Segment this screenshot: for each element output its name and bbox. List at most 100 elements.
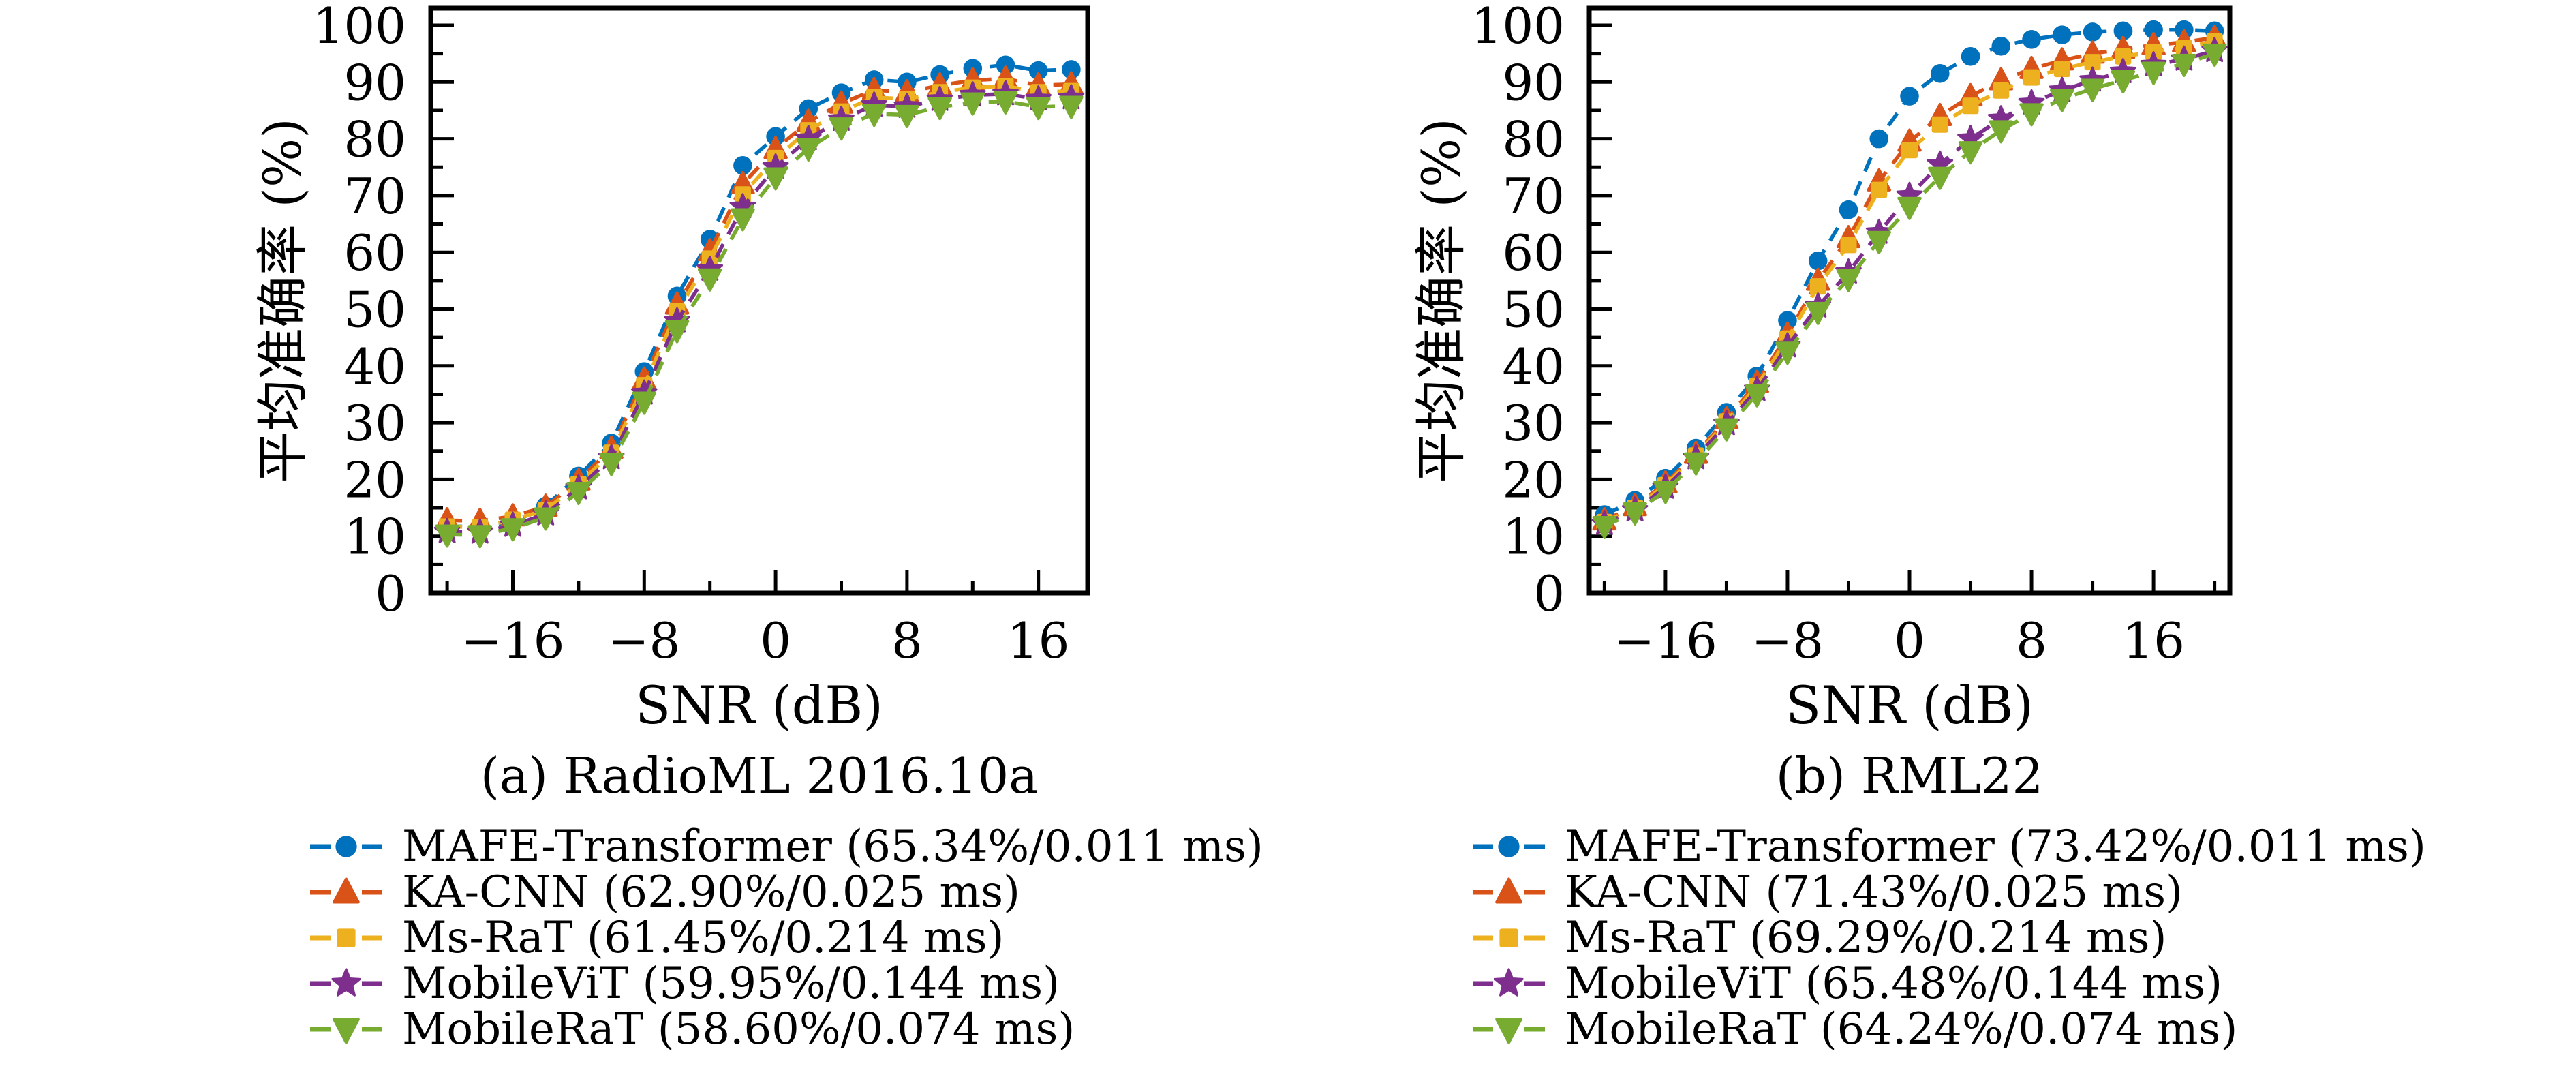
triangle-down-marker-icon bbox=[1775, 341, 1800, 365]
circle-marker-icon bbox=[2113, 21, 2133, 41]
circle-marker-icon bbox=[733, 155, 752, 175]
x-tick-label: 0 bbox=[760, 612, 791, 669]
legend-label: MAFE-Transformer (73.42%/0.011 ms) bbox=[1565, 821, 2426, 872]
x-axis-label-a: SNR (dB) bbox=[635, 675, 883, 735]
legend-label: KA-CNN (62.90%/0.025 ms) bbox=[402, 866, 1020, 917]
triangle-down-marker-icon bbox=[927, 97, 952, 121]
y-tick-label: 90 bbox=[343, 54, 406, 111]
square-marker-icon bbox=[1840, 237, 1857, 254]
circle-marker-icon bbox=[1839, 200, 1858, 219]
square-marker-icon bbox=[1809, 278, 1826, 295]
star-icon bbox=[310, 967, 382, 997]
legend-label: MobileRaT (64.24%/0.074 ms) bbox=[1565, 1003, 2238, 1054]
legend-item-MobileViT: MobileViT (59.95%/0.144 ms) bbox=[308, 958, 1263, 1009]
legend-label: MobileViT (59.95%/0.144 ms) bbox=[402, 958, 1060, 1009]
triangle-down-marker-icon bbox=[1897, 196, 1922, 220]
square-icon bbox=[1473, 928, 1545, 947]
y-tick-label: 70 bbox=[1502, 168, 1565, 225]
star-marker-icon bbox=[1494, 967, 1524, 997]
legend-item-KA-CNN: KA-CNN (71.43%/0.025 ms) bbox=[1471, 866, 2426, 917]
triangle-down-marker-icon bbox=[1745, 384, 1769, 408]
legend-item-MAFE-Transformer: MAFE-Transformer (73.42%/0.011 ms) bbox=[1471, 821, 2426, 872]
circle-marker-icon bbox=[335, 835, 357, 857]
x-tick-label: 16 bbox=[1007, 612, 1070, 669]
triangle-down-marker-icon bbox=[2080, 78, 2105, 102]
triangle-down-marker-icon bbox=[697, 268, 722, 292]
triangle-down-marker-icon bbox=[500, 518, 525, 542]
triangle-down-marker-icon bbox=[1867, 230, 1891, 254]
triangle-up-icon bbox=[1473, 877, 1545, 903]
square-marker-icon bbox=[2053, 61, 2070, 78]
circle-marker-icon bbox=[2022, 30, 2041, 49]
triangle-down-marker-icon bbox=[1623, 502, 1647, 526]
star-icon bbox=[1473, 967, 1545, 997]
x-tick-label: −16 bbox=[1614, 612, 1717, 669]
y-tick-label: 0 bbox=[1533, 565, 1565, 622]
triangle-down-marker-icon bbox=[533, 507, 558, 531]
square-marker-icon bbox=[2115, 48, 2132, 65]
legend-item-Ms-RaT: Ms-RaT (61.45%/0.214 ms) bbox=[308, 912, 1263, 963]
triangle-down-marker-icon bbox=[2141, 61, 2166, 85]
y-tick-label: 80 bbox=[343, 111, 406, 168]
circle-marker-icon bbox=[1869, 129, 1889, 149]
triangle-down-icon bbox=[310, 1018, 382, 1044]
triangle-down-marker-icon bbox=[1714, 418, 1739, 442]
x-tick-label: 8 bbox=[891, 612, 923, 669]
legend-label: MobileViT (65.48%/0.144 ms) bbox=[1565, 958, 2223, 1009]
y-tick-label: 40 bbox=[343, 338, 406, 395]
triangle-up-marker-icon bbox=[1495, 877, 1522, 903]
square-marker-icon bbox=[1499, 928, 1518, 947]
x-tick-label: −8 bbox=[1751, 612, 1824, 669]
legend-label: Ms-RaT (69.29%/0.214 ms) bbox=[1565, 912, 2167, 963]
circle-marker-icon bbox=[1028, 61, 1048, 80]
triangle-down-marker-icon bbox=[664, 320, 690, 344]
legend-item-MobileViT: MobileViT (65.48%/0.144 ms) bbox=[1471, 958, 2426, 1009]
x-tick-label: −16 bbox=[461, 612, 565, 669]
triangle-down-marker-icon bbox=[1989, 120, 2014, 144]
triangle-down-marker-icon bbox=[796, 138, 821, 162]
y-axis-label-a: 平均准确率 (%) bbox=[252, 118, 313, 483]
square-marker-icon bbox=[2084, 54, 2101, 71]
y-tick-label: 70 bbox=[343, 168, 406, 225]
y-tick-label: 0 bbox=[375, 565, 406, 622]
triangle-down-marker-icon bbox=[2172, 53, 2196, 77]
triangle-down-marker-icon bbox=[1805, 301, 1830, 325]
legend-item-KA-CNN: KA-CNN (62.90%/0.025 ms) bbox=[308, 866, 1263, 917]
triangle-down-marker-icon bbox=[467, 525, 493, 549]
triangle-down-marker-icon bbox=[1928, 166, 1952, 190]
triangle-down-marker-icon bbox=[1059, 95, 1084, 119]
x-tick-label: 8 bbox=[2016, 612, 2047, 669]
triangle-down-marker-icon bbox=[2019, 103, 2044, 127]
square-marker-icon bbox=[337, 928, 356, 947]
legend-label: MobileRaT (58.60%/0.074 ms) bbox=[402, 1003, 1075, 1054]
y-tick-label: 100 bbox=[313, 0, 406, 55]
legend-label: KA-CNN (71.43%/0.025 ms) bbox=[1565, 866, 2183, 917]
y-tick-label: 50 bbox=[1502, 281, 1565, 338]
circle-marker-icon bbox=[2144, 20, 2163, 40]
circle-icon bbox=[310, 835, 382, 857]
triangle-down-marker-icon bbox=[632, 391, 657, 415]
series-MobileRaT-line-a bbox=[447, 99, 1071, 537]
subplot-caption-b: (b) RML22 bbox=[1775, 747, 2044, 804]
circle-marker-icon bbox=[1498, 835, 1520, 857]
triangle-down-marker-icon bbox=[993, 91, 1018, 115]
y-tick-label: 20 bbox=[1502, 451, 1565, 508]
y-tick-label: 80 bbox=[1502, 111, 1565, 168]
legend-item-MobileRaT: MobileRaT (64.24%/0.074 ms) bbox=[1471, 1003, 2426, 1054]
triangle-down-marker-icon bbox=[2202, 43, 2227, 67]
triangle-down-marker-icon bbox=[2050, 89, 2074, 112]
plot-frame-a bbox=[428, 5, 1090, 596]
triangle-down-marker-icon bbox=[1836, 269, 1861, 292]
triangle-down-marker-icon bbox=[333, 1018, 360, 1044]
series-MAFE-Transformer-line-a bbox=[447, 63, 1071, 530]
triangle-down-marker-icon bbox=[599, 453, 624, 476]
legend-label: Ms-RaT (61.45%/0.214 ms) bbox=[402, 912, 1005, 963]
y-tick-label: 20 bbox=[343, 451, 406, 508]
legend-item-Ms-RaT: Ms-RaT (69.29%/0.214 ms) bbox=[1471, 912, 2426, 963]
y-axis-label-b: 平均准确率 (%) bbox=[1411, 118, 1471, 483]
y-tick-label: 50 bbox=[343, 281, 406, 338]
